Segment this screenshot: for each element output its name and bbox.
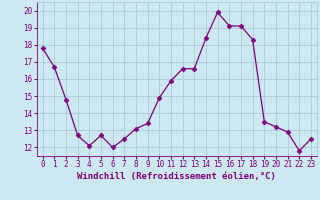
X-axis label: Windchill (Refroidissement éolien,°C): Windchill (Refroidissement éolien,°C)	[77, 172, 276, 181]
